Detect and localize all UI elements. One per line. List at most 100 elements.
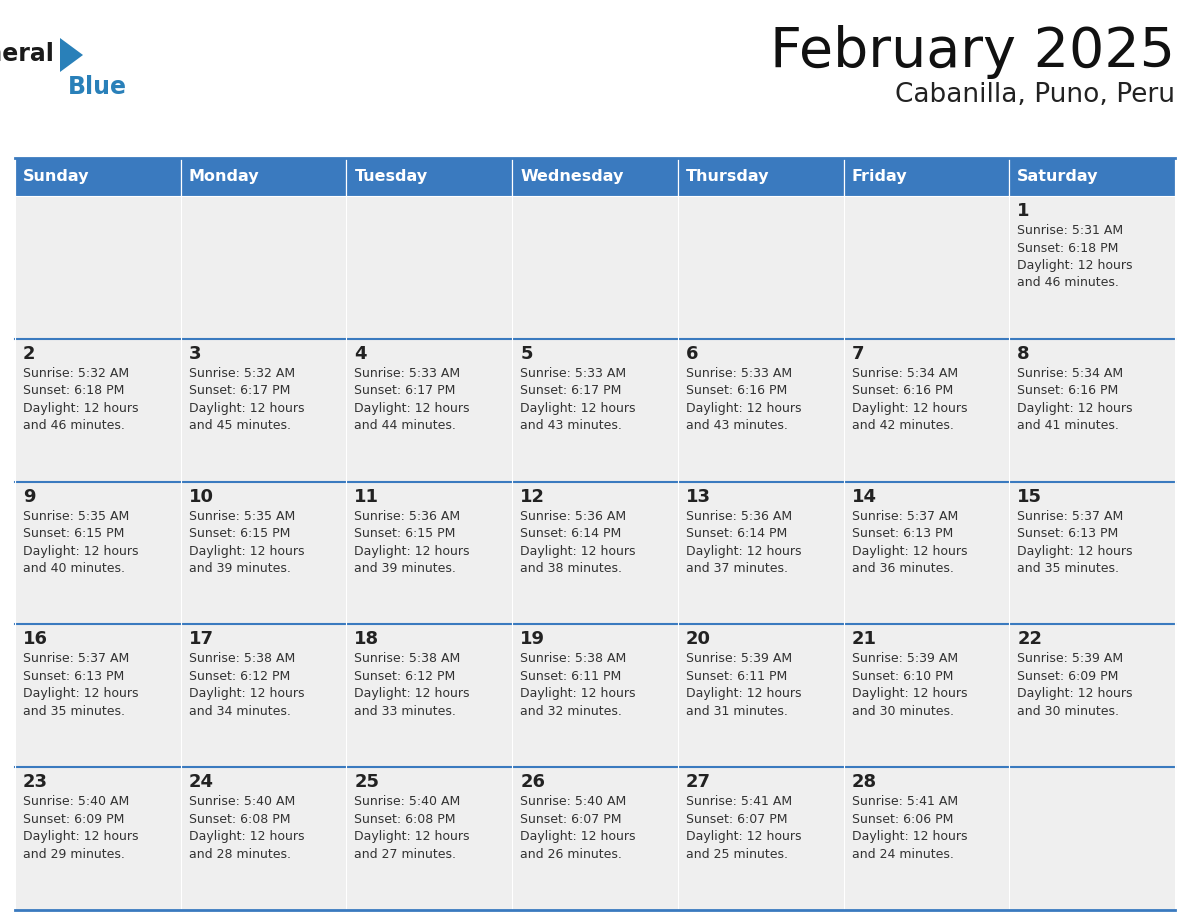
Bar [843, 196, 1010, 339]
Text: Daylight: 12 hours: Daylight: 12 hours [1017, 259, 1133, 272]
Bar [15, 482, 181, 624]
Bar [181, 482, 347, 624]
Bar [678, 196, 843, 339]
Text: and 30 minutes.: and 30 minutes. [852, 705, 954, 718]
Text: Sunset: 6:15 PM: Sunset: 6:15 PM [189, 527, 290, 540]
Text: and 40 minutes.: and 40 minutes. [23, 562, 125, 575]
Text: Sunrise: 5:37 AM: Sunrise: 5:37 AM [852, 509, 958, 522]
Text: Sunrise: 5:40 AM: Sunrise: 5:40 AM [23, 795, 129, 808]
Text: and 26 minutes.: and 26 minutes. [520, 847, 623, 861]
Text: General: General [0, 42, 55, 66]
Text: 15: 15 [1017, 487, 1042, 506]
Text: Friday: Friday [852, 170, 908, 185]
Bar [1010, 482, 1175, 624]
Bar [678, 339, 843, 482]
Text: 19: 19 [520, 631, 545, 648]
Bar [843, 624, 1010, 767]
Text: Sunrise: 5:36 AM: Sunrise: 5:36 AM [520, 509, 626, 522]
Text: and 46 minutes.: and 46 minutes. [23, 420, 125, 432]
Text: and 35 minutes.: and 35 minutes. [23, 705, 125, 718]
Text: February 2025: February 2025 [770, 25, 1175, 79]
Text: Daylight: 12 hours: Daylight: 12 hours [852, 402, 967, 415]
Text: Daylight: 12 hours: Daylight: 12 hours [354, 402, 470, 415]
Text: and 42 minutes.: and 42 minutes. [852, 420, 954, 432]
Text: 4: 4 [354, 345, 367, 363]
Text: Sunrise: 5:41 AM: Sunrise: 5:41 AM [685, 795, 792, 808]
Text: Sunset: 6:06 PM: Sunset: 6:06 PM [852, 812, 953, 825]
Text: Sunrise: 5:35 AM: Sunrise: 5:35 AM [23, 509, 129, 522]
Bar [843, 339, 1010, 482]
Bar [347, 339, 512, 482]
Text: 25: 25 [354, 773, 379, 791]
Text: and 31 minutes.: and 31 minutes. [685, 705, 788, 718]
Text: Sunrise: 5:31 AM: Sunrise: 5:31 AM [1017, 224, 1124, 237]
Text: Sunset: 6:11 PM: Sunset: 6:11 PM [685, 670, 788, 683]
Text: Sunset: 6:09 PM: Sunset: 6:09 PM [23, 812, 125, 825]
Text: 28: 28 [852, 773, 877, 791]
Text: 5: 5 [520, 345, 532, 363]
Bar [1010, 339, 1175, 482]
Bar [15, 767, 181, 910]
Text: and 44 minutes.: and 44 minutes. [354, 420, 456, 432]
Text: Sunset: 6:17 PM: Sunset: 6:17 PM [520, 385, 621, 397]
Text: Sunrise: 5:34 AM: Sunrise: 5:34 AM [1017, 367, 1124, 380]
Text: Sunrise: 5:39 AM: Sunrise: 5:39 AM [685, 653, 792, 666]
Text: Sunset: 6:08 PM: Sunset: 6:08 PM [354, 812, 456, 825]
Text: Thursday: Thursday [685, 170, 770, 185]
Text: Daylight: 12 hours: Daylight: 12 hours [189, 688, 304, 700]
Text: and 35 minutes.: and 35 minutes. [1017, 562, 1119, 575]
Text: and 28 minutes.: and 28 minutes. [189, 847, 291, 861]
Text: 14: 14 [852, 487, 877, 506]
Text: 17: 17 [189, 631, 214, 648]
Text: Sunset: 6:16 PM: Sunset: 6:16 PM [685, 385, 788, 397]
Text: 3: 3 [189, 345, 201, 363]
Text: and 43 minutes.: and 43 minutes. [520, 420, 623, 432]
Text: Sunset: 6:13 PM: Sunset: 6:13 PM [23, 670, 125, 683]
Text: Sunrise: 5:37 AM: Sunrise: 5:37 AM [23, 653, 129, 666]
Text: Sunset: 6:14 PM: Sunset: 6:14 PM [520, 527, 621, 540]
Text: Sunrise: 5:40 AM: Sunrise: 5:40 AM [520, 795, 626, 808]
Text: Sunset: 6:18 PM: Sunset: 6:18 PM [23, 385, 125, 397]
Text: 2: 2 [23, 345, 36, 363]
Text: Daylight: 12 hours: Daylight: 12 hours [520, 830, 636, 844]
Bar [1010, 158, 1175, 196]
Bar [678, 158, 843, 196]
Bar [1010, 767, 1175, 910]
Text: Sunrise: 5:38 AM: Sunrise: 5:38 AM [189, 653, 295, 666]
Text: Daylight: 12 hours: Daylight: 12 hours [23, 544, 139, 557]
Text: Sunrise: 5:33 AM: Sunrise: 5:33 AM [520, 367, 626, 380]
Text: Sunset: 6:07 PM: Sunset: 6:07 PM [685, 812, 788, 825]
Text: Daylight: 12 hours: Daylight: 12 hours [1017, 688, 1133, 700]
Text: Cabanilla, Puno, Peru: Cabanilla, Puno, Peru [895, 82, 1175, 108]
Bar [347, 158, 512, 196]
Text: Sunrise: 5:38 AM: Sunrise: 5:38 AM [520, 653, 626, 666]
Text: Daylight: 12 hours: Daylight: 12 hours [189, 402, 304, 415]
Bar [843, 767, 1010, 910]
Text: and 36 minutes.: and 36 minutes. [852, 562, 954, 575]
Text: Sunset: 6:16 PM: Sunset: 6:16 PM [1017, 385, 1119, 397]
Text: Sunset: 6:09 PM: Sunset: 6:09 PM [1017, 670, 1119, 683]
Bar [678, 624, 843, 767]
Text: Sunrise: 5:36 AM: Sunrise: 5:36 AM [685, 509, 792, 522]
Text: 27: 27 [685, 773, 710, 791]
Text: Daylight: 12 hours: Daylight: 12 hours [852, 830, 967, 844]
Text: 8: 8 [1017, 345, 1030, 363]
Text: Sunset: 6:11 PM: Sunset: 6:11 PM [520, 670, 621, 683]
Text: Sunset: 6:10 PM: Sunset: 6:10 PM [852, 670, 953, 683]
Text: Sunrise: 5:36 AM: Sunrise: 5:36 AM [354, 509, 461, 522]
Text: Sunrise: 5:37 AM: Sunrise: 5:37 AM [1017, 509, 1124, 522]
Text: Tuesday: Tuesday [354, 170, 428, 185]
Text: Sunset: 6:14 PM: Sunset: 6:14 PM [685, 527, 788, 540]
Text: Sunset: 6:07 PM: Sunset: 6:07 PM [520, 812, 621, 825]
Text: Sunrise: 5:38 AM: Sunrise: 5:38 AM [354, 653, 461, 666]
Text: Daylight: 12 hours: Daylight: 12 hours [354, 544, 470, 557]
Bar [347, 482, 512, 624]
Text: 10: 10 [189, 487, 214, 506]
Text: and 34 minutes.: and 34 minutes. [189, 705, 291, 718]
Bar [347, 624, 512, 767]
Text: Sunrise: 5:39 AM: Sunrise: 5:39 AM [1017, 653, 1124, 666]
Bar [347, 767, 512, 910]
Text: 22: 22 [1017, 631, 1042, 648]
Text: Daylight: 12 hours: Daylight: 12 hours [520, 402, 636, 415]
Text: Sunset: 6:17 PM: Sunset: 6:17 PM [189, 385, 290, 397]
